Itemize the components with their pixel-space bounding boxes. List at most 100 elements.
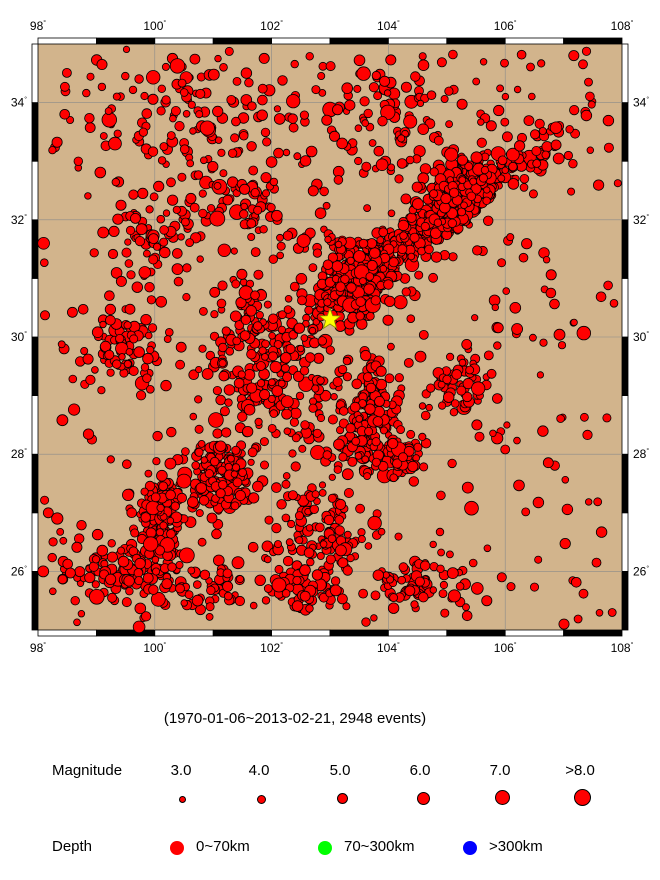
earthquake-event xyxy=(242,425,254,438)
earthquake-event xyxy=(99,320,107,329)
earthquake-event xyxy=(243,403,256,416)
earthquake-event xyxy=(156,106,166,116)
earthquake-event xyxy=(147,93,159,105)
earthquake-event xyxy=(346,256,355,265)
earthquake-event xyxy=(592,179,605,191)
earthquake-event xyxy=(559,537,571,550)
frame-segment-bottom xyxy=(387,629,448,637)
earthquake-event xyxy=(312,248,322,258)
earthquake-event xyxy=(238,468,248,478)
earthquake-event xyxy=(85,374,96,385)
earthquake-event xyxy=(304,305,314,315)
earthquake-event xyxy=(363,283,375,295)
earthquake-event xyxy=(197,439,206,448)
earthquake-event xyxy=(500,58,509,68)
earthquake-event xyxy=(530,129,541,140)
earthquake-event xyxy=(358,277,367,286)
earthquake-event xyxy=(184,590,194,600)
earthquake-event xyxy=(277,75,288,86)
earthquake-event xyxy=(413,442,423,452)
earthquake-event xyxy=(436,57,447,68)
earthquake-event xyxy=(335,281,346,292)
earthquake-event xyxy=(400,81,412,93)
earthquake-event xyxy=(166,517,175,525)
earthquake-event xyxy=(451,369,463,380)
earthquake-event xyxy=(256,361,266,371)
earthquake-event xyxy=(497,258,507,268)
earthquake-event xyxy=(318,481,327,489)
earthquake-event xyxy=(578,588,589,599)
earthquake-event xyxy=(156,503,165,512)
earthquake-event xyxy=(122,45,131,54)
earthquake-event xyxy=(40,495,50,505)
longitude-label-top: 104° xyxy=(377,19,400,33)
earthquake-event xyxy=(340,274,350,285)
earthquake-event xyxy=(465,365,475,375)
earthquake-event xyxy=(417,123,430,135)
earthquake-event xyxy=(419,462,429,472)
earthquake-event xyxy=(578,59,588,70)
earthquake-event xyxy=(293,152,302,161)
earthquake-event xyxy=(376,236,385,245)
earthquake-event xyxy=(364,542,373,550)
earthquake-event xyxy=(407,252,416,261)
earthquake-event xyxy=(386,342,395,351)
earthquake-event xyxy=(311,384,320,393)
earthquake-event xyxy=(327,252,338,263)
longitude-label-top: 106° xyxy=(494,19,517,33)
earthquake-event xyxy=(195,365,203,374)
earthquake-event xyxy=(299,564,311,576)
earthquake-event xyxy=(308,326,317,335)
earthquake-event xyxy=(122,488,135,501)
earthquake-event xyxy=(461,481,474,494)
frame-segment-bottom xyxy=(271,629,331,637)
earthquake-event xyxy=(491,393,503,404)
earthquake-event xyxy=(447,458,457,469)
earthquake-event xyxy=(385,54,397,66)
earthquake-event xyxy=(292,575,302,586)
earthquake-event xyxy=(128,189,139,200)
earthquake-event xyxy=(370,614,378,622)
earthquake-event xyxy=(170,501,180,511)
earthquake-event xyxy=(558,618,570,630)
earthquake-event xyxy=(142,352,154,365)
earthquake-event xyxy=(553,328,566,341)
earthquake-event xyxy=(521,507,531,517)
earthquake-event xyxy=(516,49,527,60)
earthquake-event xyxy=(77,303,89,315)
earthquake-event xyxy=(607,608,617,617)
earthquake-event xyxy=(483,350,494,361)
earthquake-event xyxy=(84,112,95,124)
earthquake-event xyxy=(179,88,189,97)
earthquake-event xyxy=(285,343,296,354)
earthquake-event xyxy=(222,194,234,206)
earthquake-event xyxy=(262,137,272,147)
earthquake-event xyxy=(42,507,54,519)
earthquake-event xyxy=(155,295,168,308)
frame-segment-left xyxy=(31,160,39,221)
earthquake-event xyxy=(264,515,274,525)
earthquake-event xyxy=(433,135,444,146)
earthquake-event xyxy=(223,384,236,396)
earthquake-event xyxy=(356,66,371,81)
earthquake-event xyxy=(104,107,113,115)
earthquake-event xyxy=(325,345,335,355)
earthquake-event xyxy=(132,620,146,634)
earthquake-event xyxy=(397,575,407,585)
latitude-label-right: 26° xyxy=(633,564,649,578)
earthquake-event xyxy=(297,344,305,353)
magnitude-3-dot xyxy=(179,796,186,803)
earthquake-event xyxy=(383,279,394,290)
earthquake-event xyxy=(217,465,227,475)
earthquake-event xyxy=(305,604,314,613)
earthquake-event xyxy=(466,191,477,202)
earthquake-event xyxy=(545,287,557,299)
earthquake-event xyxy=(273,540,282,549)
earthquake-event xyxy=(593,497,603,507)
earthquake-event xyxy=(137,187,149,199)
earthquake-event xyxy=(457,207,467,217)
earthquake-event xyxy=(252,480,264,493)
earthquake-event xyxy=(354,156,363,166)
earthquake-event xyxy=(177,233,185,241)
earthquake-event xyxy=(146,345,155,354)
